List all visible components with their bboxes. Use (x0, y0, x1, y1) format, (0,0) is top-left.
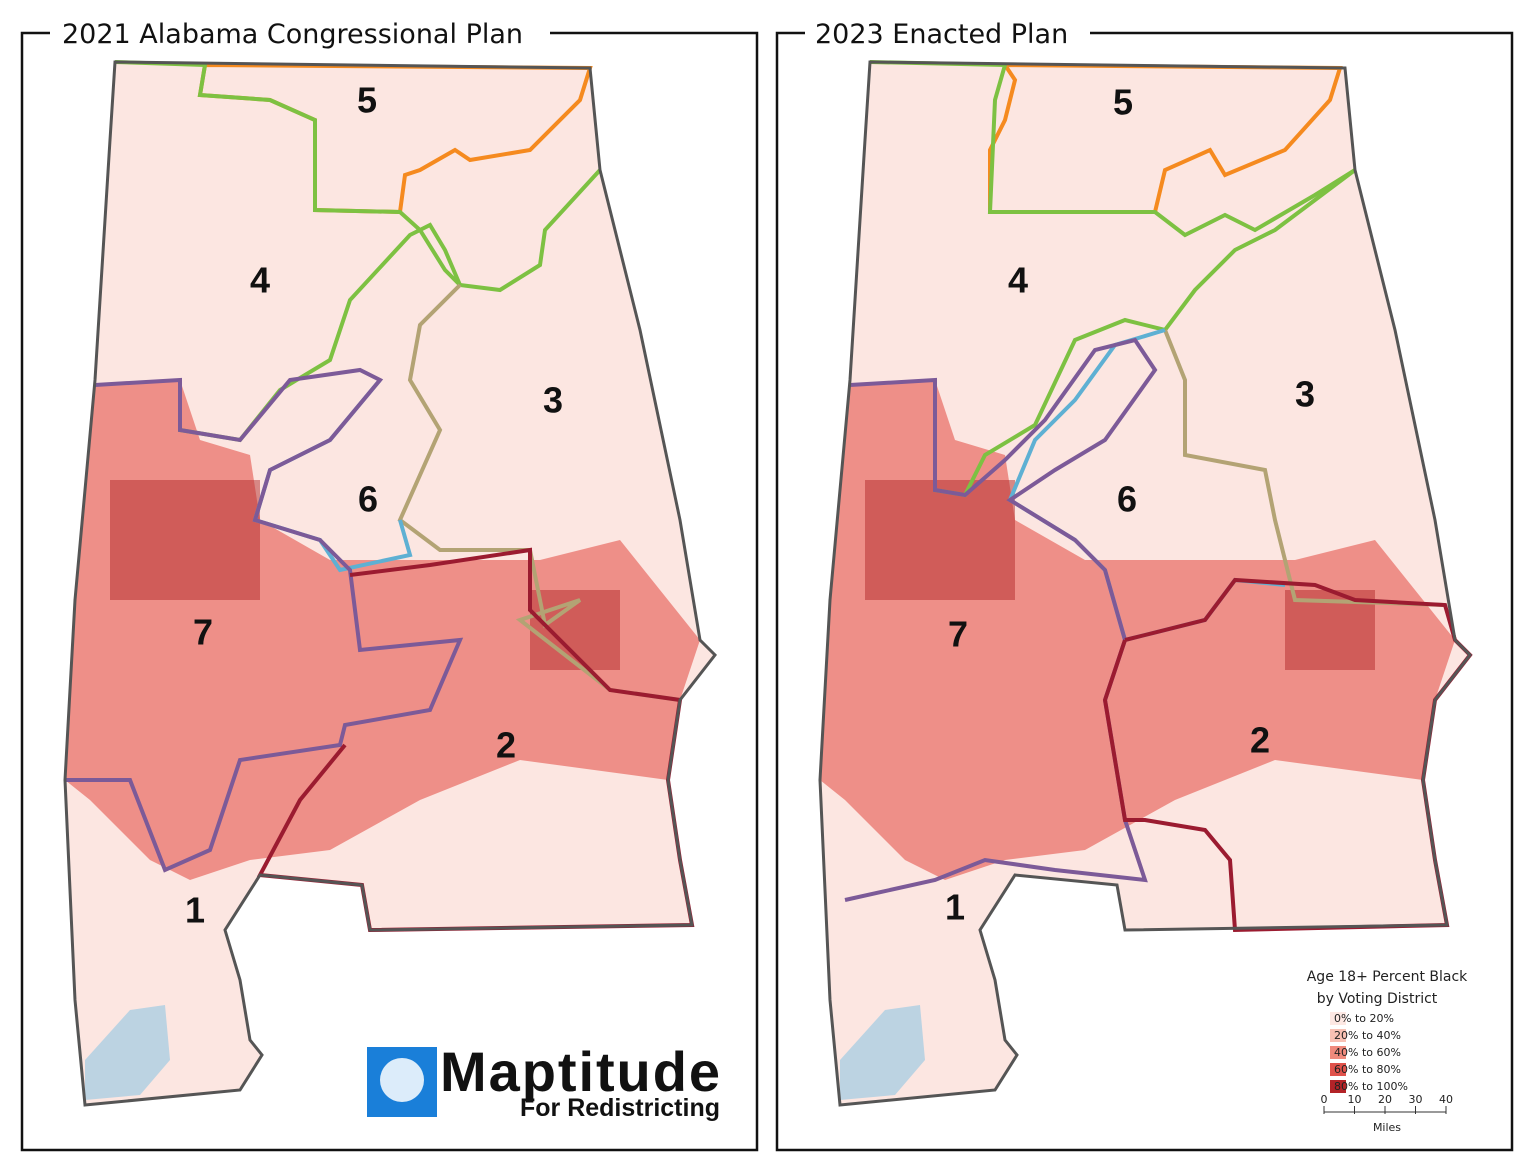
district-label: 2 (1250, 720, 1270, 761)
legend-swatch (1330, 1046, 1346, 1059)
legend: Age 18+ Percent Black by Voting District… (1307, 969, 1468, 1134)
frame (775, 31, 1514, 1152)
district-line (844, 337, 1158, 902)
panel-title: 2023 Enacted Plan (815, 19, 1068, 50)
legend-swatch (1330, 1080, 1346, 1093)
scale-label: 10 (1348, 1093, 1362, 1106)
legend-label: 0% to 20% (1334, 1012, 1394, 1025)
district-label: 2 (496, 725, 516, 766)
district-line (65, 367, 464, 873)
district-line (869, 60, 1357, 238)
scale-unit: Miles (1373, 1121, 1401, 1134)
district-label: 1 (945, 887, 965, 928)
title-bg (805, 18, 1090, 48)
district-label: 4 (250, 260, 270, 301)
district-line (114, 60, 602, 293)
legend-label: 20% to 40% (1334, 1029, 1401, 1042)
scale-label: 0 (1321, 1093, 1328, 1106)
district-line (1163, 329, 1446, 607)
district-label: 7 (193, 612, 213, 653)
panel-title: 2021 Alabama Congressional Plan (62, 19, 523, 50)
district-label: 1 (185, 890, 205, 931)
legend-swatch (1330, 1012, 1346, 1025)
logo-tagline: For Redistricting (520, 1094, 720, 1122)
legend-title: Age 18+ Percent Black (1307, 969, 1468, 985)
region-dark (865, 480, 1015, 600)
legend-label: 80% to 100% (1334, 1080, 1408, 1093)
legend-title: by Voting District (1317, 991, 1438, 1007)
district-label: 6 (1117, 479, 1137, 520)
scale-label: 20 (1378, 1093, 1392, 1106)
legend-swatch (1330, 1029, 1346, 1042)
legend-label: 40% to 60% (1334, 1046, 1401, 1059)
district-line (988, 63, 1343, 214)
left-panel: 2021 Alabama Congressional Plan 5 4 3 6 … (20, 18, 759, 1152)
district-label: 5 (357, 80, 377, 121)
legend-swatch (1330, 1063, 1346, 1076)
scale-label: 30 (1409, 1093, 1423, 1106)
district-label: 5 (1113, 82, 1133, 123)
district-line (397, 283, 681, 702)
district-label: 3 (1295, 374, 1315, 415)
district-label: 4 (1008, 260, 1028, 301)
legend-label: 60% to 80% (1334, 1063, 1401, 1076)
district-label: 7 (948, 614, 968, 655)
district-label: 6 (358, 479, 378, 520)
scale-label: 40 (1439, 1093, 1453, 1106)
district-label: 3 (543, 380, 563, 421)
right-panel: 2023 Enacted Plan 5 4 3 6 7 2 1 Age 18+ … (775, 18, 1514, 1152)
region-dark (110, 480, 260, 600)
title-bg (50, 18, 550, 48)
logo-globe (380, 1058, 424, 1102)
